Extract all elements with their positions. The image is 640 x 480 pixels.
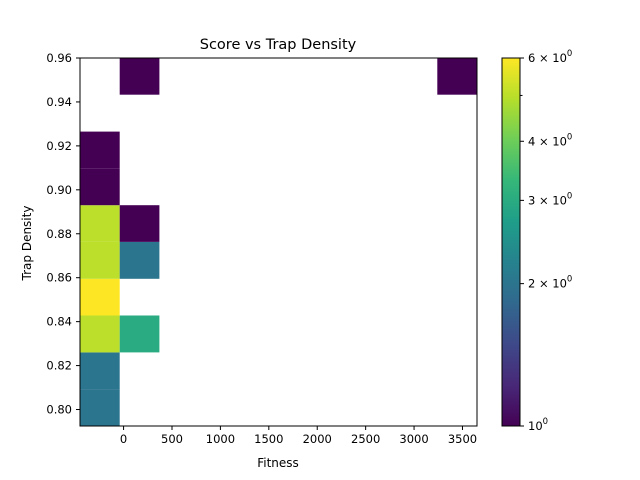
heatmap-cell (80, 389, 120, 426)
heatmap-cell (80, 205, 120, 242)
x-tick-label: 3500 (448, 432, 477, 446)
plot-frame (79, 57, 478, 427)
y-tick-label: 0.88 (46, 227, 72, 241)
y-axis-label: Trap Density (20, 206, 34, 282)
x-tick-label: 2500 (351, 432, 380, 446)
heatmap-cell (437, 58, 477, 95)
heatmap-cell (119, 58, 160, 95)
x-axis-label: Fitness (257, 456, 299, 470)
heatmap-cell (80, 352, 120, 390)
y-tick-label: 0.80 (46, 403, 72, 417)
heatmap-cell (119, 205, 160, 242)
x-tick-label: 500 (161, 432, 183, 446)
y-axis: 0.80 0.82 0.84 0.86 0.88 0.90 0.92 0.94 0.96 (46, 51, 80, 417)
x-tick-label: 1000 (206, 432, 235, 446)
colorbar-tick-label: 3 × 100 (528, 191, 572, 207)
colorbar-tick-label: 4 × 100 (528, 132, 572, 148)
heatmap-cell (80, 241, 120, 279)
heatmap-cell (80, 278, 120, 316)
y-tick-label: 0.90 (46, 183, 72, 197)
colorbar-axis: 100 2 × 100 3 × 100 4 × 100 6 × 100 (520, 49, 572, 433)
colorbar (501, 57, 521, 427)
heatmap-cell (80, 315, 120, 353)
x-tick-label: 0 (120, 432, 127, 446)
colorbar-tick-label: 100 (528, 417, 548, 433)
x-axis: 0 500 1000 1500 2000 2500 3000 3500 (120, 426, 477, 446)
y-tick-label: 0.94 (46, 95, 72, 109)
x-tick-label: 1500 (254, 432, 283, 446)
y-tick-label: 0.86 (46, 271, 72, 285)
heatmap-cell (119, 241, 160, 279)
y-tick-label: 0.92 (46, 139, 72, 153)
heatmap-cell (119, 315, 160, 353)
heatmap-cell (80, 168, 120, 206)
heatmap-cells (80, 58, 477, 426)
x-tick-label: 3000 (399, 432, 428, 446)
x-tick-label: 2000 (303, 432, 332, 446)
colorbar-tick-label: 6 × 100 (528, 49, 572, 65)
heatmap-cell (80, 131, 120, 169)
colorbar-tick-label: 2 × 100 (528, 275, 572, 291)
y-tick-label: 0.82 (46, 359, 72, 373)
chart-title: Score vs Trap Density (200, 37, 357, 53)
y-tick-label: 0.96 (46, 51, 72, 65)
y-tick-label: 0.84 (46, 315, 72, 329)
